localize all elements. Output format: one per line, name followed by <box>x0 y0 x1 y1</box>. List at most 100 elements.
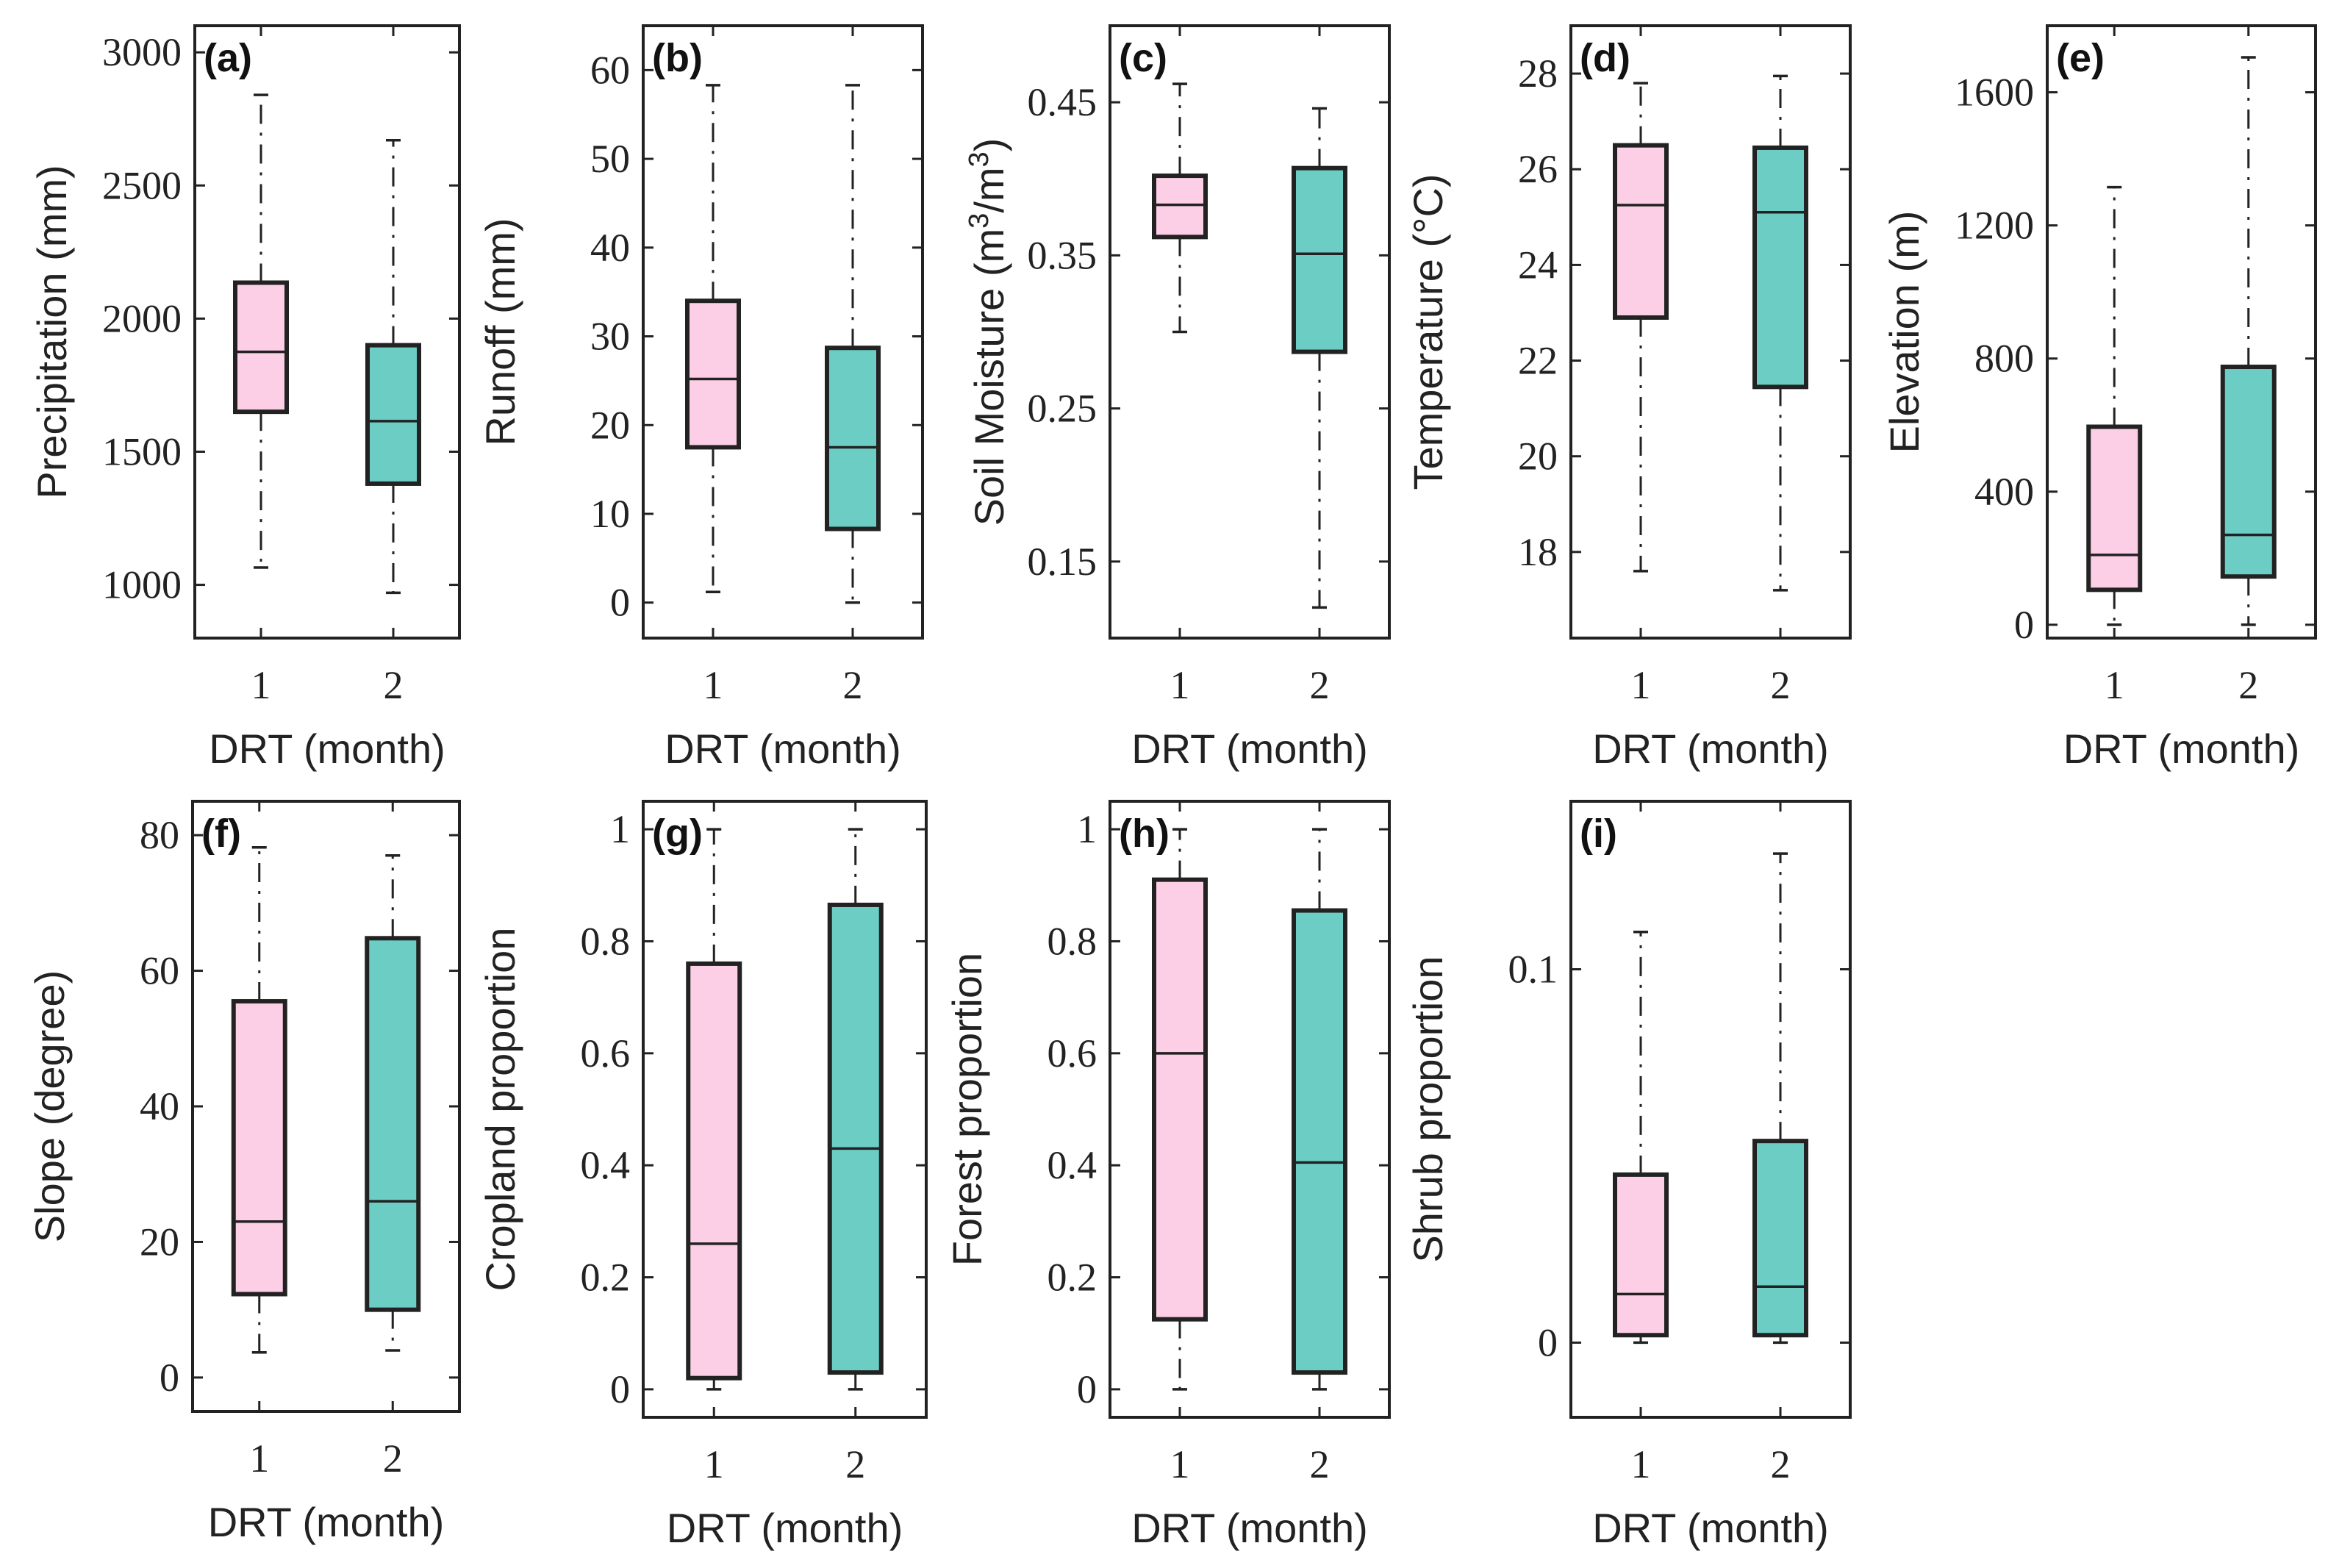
y-tick-label: 0 <box>610 1367 630 1411</box>
x-tick-label: 2 <box>843 663 863 707</box>
axes-frame <box>193 24 461 640</box>
iqr-box <box>1152 173 1208 240</box>
box-group-drt-2 <box>1752 852 1808 1345</box>
y-tick-label: 20 <box>1518 434 1558 479</box>
y-tick-label: 0.6 <box>1048 1031 1097 1075</box>
y-tick-label: 0.4 <box>581 1143 631 1187</box>
panel-i: 0 0.1 1 2 (i) DRT (month) Shrub proportion <box>1405 800 1852 1551</box>
y-tick-label: 10 <box>590 492 630 536</box>
iqr-box <box>686 961 742 1381</box>
iqr-box <box>825 346 881 531</box>
axes-frame <box>1569 24 1852 640</box>
y-tick-label: 80 <box>140 813 179 857</box>
x-tick-label: 1 <box>703 663 723 707</box>
y-tick-label: 50 <box>590 137 630 181</box>
y-tick-label: 30 <box>590 315 630 359</box>
y-tick-label: 0.45 <box>1028 80 1097 124</box>
y-axis-label: Elevation (m) <box>1881 211 1927 454</box>
panel-label: (g) <box>652 812 703 856</box>
y-tick-label: 1500 <box>102 429 182 473</box>
y-axis-label: Precipitation (mm) <box>29 165 75 498</box>
box-group-drt-1 <box>1152 82 1208 334</box>
y-tick-label: 400 <box>1974 470 2034 514</box>
y-tick-label: 800 <box>1974 337 2034 381</box>
y-tick-label: 24 <box>1518 243 1558 287</box>
y-tick-label: 0.2 <box>581 1256 631 1300</box>
x-tick-label: 1 <box>1631 1442 1651 1486</box>
x-axis-label: DRT (month) <box>209 726 445 772</box>
axes-frame <box>1569 800 1852 1419</box>
panel-label: (e) <box>2056 36 2105 80</box>
y-tick-label: 1000 <box>102 563 182 607</box>
x-tick-label: 1 <box>1631 663 1651 707</box>
iqr-box <box>1292 908 1347 1375</box>
y-tick-label: 0 <box>1077 1367 1097 1411</box>
box-group-drt-2 <box>1752 74 1808 592</box>
y-tick-label: 0.6 <box>581 1031 631 1075</box>
y-tick-label: 0.4 <box>1048 1143 1097 1187</box>
x-tick-label: 2 <box>1771 663 1791 707</box>
x-tick-label: 2 <box>383 1436 403 1481</box>
panel-label: (f) <box>201 812 241 856</box>
axes-frame <box>2046 24 2317 640</box>
x-tick-label: 1 <box>1170 1442 1190 1486</box>
iqr-box <box>1613 143 1669 320</box>
x-axis-label: DRT (month) <box>208 1499 445 1545</box>
y-axis-label: Shrub proportion <box>1405 956 1451 1262</box>
iqr-box <box>365 936 421 1312</box>
y-tick-label: 22 <box>1518 339 1558 383</box>
box-group-drt-1 <box>233 93 289 569</box>
axes-frame <box>1109 800 1391 1419</box>
y-tick-label: 0.2 <box>1048 1256 1097 1300</box>
panel-label: (d) <box>1580 36 1630 80</box>
x-tick-label: 2 <box>1310 1442 1330 1486</box>
x-tick-label: 1 <box>2105 663 2124 707</box>
y-tick-label: 0.35 <box>1028 233 1097 277</box>
y-tick-label: 60 <box>140 949 179 993</box>
axes-frame <box>642 24 924 640</box>
iqr-box <box>365 343 421 486</box>
y-axis-label: Cropland proportion <box>477 928 523 1292</box>
panel-b: 0 10 20 30 40 50 60 1 2 (b) DRT (month) Runoff (mm) <box>477 24 924 772</box>
box-group-drt-2 <box>825 84 881 604</box>
y-tick-label: 0.8 <box>581 919 631 963</box>
box-group-drt-2 <box>1292 828 1347 1391</box>
box-group-drt-1 <box>231 845 287 1354</box>
iqr-box <box>827 902 884 1375</box>
y-tick-label: 1 <box>1077 807 1097 851</box>
iqr-box <box>1752 145 1808 390</box>
panel-h: 0 0.2 0.4 0.6 0.8 1 1 2 (h) DRT (month) Forest pro… <box>944 800 1391 1551</box>
y-axis-label: Slope (degree) <box>26 970 73 1242</box>
iqr-box <box>1613 1172 1669 1338</box>
panel-a: 1000 1500 2000 2500 3000 1 2 (a) DRT (month) Prec… <box>29 24 461 772</box>
panel-g: 0 0.2 0.4 0.6 0.8 1 1 2 (g) DRT (month) Cropland p… <box>477 800 928 1551</box>
x-tick-label: 1 <box>704 1442 724 1486</box>
y-tick-label: 1200 <box>1955 204 2034 248</box>
box-group-drt-2 <box>1292 107 1347 609</box>
y-tick-label: 0.25 <box>1028 387 1097 431</box>
y-axis-label: Soil Moisture (m3/m3) <box>964 138 1012 526</box>
x-tick-label: 2 <box>1310 663 1330 707</box>
x-axis-label: DRT (month) <box>665 726 901 772</box>
box-group-drt-2 <box>365 854 421 1352</box>
panel-label: (i) <box>1580 812 1617 856</box>
panel-c: 0.15 0.25 0.35 0.45 1 2 (c) DRT (month) Soil Moi… <box>964 24 1391 772</box>
iqr-box <box>233 280 289 415</box>
panel-label: (h) <box>1119 812 1170 856</box>
x-tick-label: 1 <box>249 1436 269 1481</box>
iqr-box <box>1292 165 1347 354</box>
iqr-box <box>231 999 287 1297</box>
box-group-drt-1 <box>2086 185 2143 626</box>
y-tick-label: 26 <box>1518 147 1558 191</box>
panel-label: (a) <box>204 36 252 80</box>
y-tick-label: 0.1 <box>1508 948 1558 992</box>
box-group-drt-1 <box>685 84 741 593</box>
panel-e: 0 400 800 1200 1600 1 2 (e) DRT (month) Elevation… <box>1881 24 2317 772</box>
iqr-box <box>1152 877 1208 1322</box>
y-tick-label: 40 <box>590 226 630 270</box>
x-axis-label: DRT (month) <box>2063 726 2300 772</box>
box-group-drt-1 <box>1613 82 1669 573</box>
y-tick-label: 0.15 <box>1028 540 1097 584</box>
x-axis-label: DRT (month) <box>1592 1505 1829 1551</box>
